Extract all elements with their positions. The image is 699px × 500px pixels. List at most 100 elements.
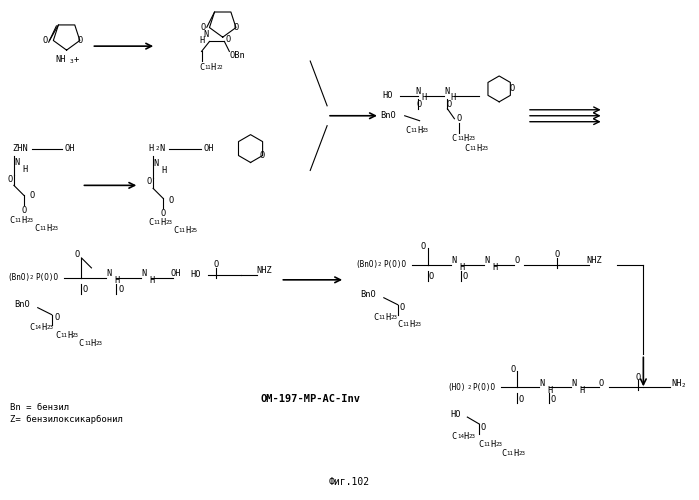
Text: O: O [233,23,238,32]
Text: HO: HO [450,410,461,418]
Text: 25: 25 [190,228,197,232]
Text: BnO: BnO [380,112,396,120]
Text: O: O [519,394,524,404]
Text: BnO: BnO [14,300,29,309]
Text: 11: 11 [178,228,185,232]
Text: N: N [445,88,450,96]
Text: OH: OH [64,144,75,153]
Text: +: + [74,54,79,64]
Text: O: O [636,373,641,382]
Text: N: N [14,158,20,167]
Text: C: C [79,339,84,348]
Text: 23: 23 [96,341,103,346]
Text: H: H [460,264,465,272]
Text: O: O [75,250,80,260]
Text: O: O [260,151,265,160]
Text: N: N [204,30,209,39]
Text: 11: 11 [15,218,22,222]
Text: BnO: BnO [360,290,376,299]
Text: H: H [185,226,191,234]
Text: 22: 22 [216,65,223,70]
Text: O: O [147,177,152,186]
Text: 23: 23 [72,333,79,338]
Text: O: O [429,272,434,281]
Text: ZHN: ZHN [12,144,28,153]
Text: O: O [481,422,486,432]
Text: H: H [579,386,584,394]
Text: H: H [91,339,96,348]
Text: 2: 2 [468,384,470,390]
Text: H: H [463,134,469,143]
Text: O: O [213,260,218,270]
Text: 23: 23 [422,128,429,133]
Text: 11: 11 [39,226,46,230]
Text: OM-197-MP-AC-Inv: OM-197-MP-AC-Inv [260,394,360,404]
Text: O: O [554,250,559,260]
Text: 3: 3 [70,58,73,64]
Text: H: H [199,36,204,45]
Text: C: C [29,323,34,332]
Text: O: O [168,196,173,205]
Text: H: H [67,331,72,340]
Text: H: H [41,323,46,332]
Text: 23: 23 [166,220,173,224]
Text: N: N [107,270,112,278]
Text: O: O [417,100,422,110]
Text: H: H [148,144,154,153]
Text: N: N [159,144,165,153]
Text: H: H [491,440,496,450]
Text: C: C [173,226,178,234]
Text: NHZ: NHZ [257,266,273,276]
Text: 14: 14 [457,434,464,440]
Text: C: C [501,450,507,458]
Text: H: H [409,320,415,329]
Text: N: N [484,256,490,266]
Text: O: O [456,114,462,123]
Text: H: H [22,165,27,174]
Text: C: C [465,144,470,153]
Text: C: C [34,224,39,232]
Text: P(O)O: P(O)O [35,274,58,282]
Text: 23: 23 [469,136,476,141]
Text: O: O [463,272,468,281]
Text: C: C [452,134,457,143]
Text: 2: 2 [682,382,685,388]
Text: 2: 2 [378,262,381,268]
Text: N: N [154,159,159,168]
Text: H: H [46,224,51,232]
Text: O: O [510,84,514,94]
Text: H: H [150,276,154,285]
Text: C: C [452,432,457,442]
Text: Z= бензилоксикарбонил: Z= бензилоксикарбонил [10,414,123,424]
Text: C: C [397,320,403,329]
Text: Фиг.102: Фиг.102 [329,476,370,486]
Text: 11: 11 [60,333,67,338]
Text: O: O [226,35,231,44]
Text: 14: 14 [34,325,41,330]
Text: H: H [21,216,27,224]
Text: 23: 23 [27,218,34,222]
Text: OH: OH [203,144,214,153]
Text: C: C [9,216,15,224]
Text: H: H [451,94,456,102]
Text: H: H [211,63,216,72]
Text: O: O [7,175,13,184]
Text: (HO): (HO) [447,382,466,392]
Text: 11: 11 [470,146,477,151]
Text: 11: 11 [84,341,91,346]
Text: 23: 23 [519,452,526,456]
Text: H: H [160,218,166,226]
Text: 23: 23 [46,325,53,330]
Text: H: H [385,313,391,322]
Text: O: O [514,256,519,266]
Text: O: O [599,379,604,388]
Text: O: O [83,286,88,294]
Text: NH: NH [55,54,66,64]
Text: H: H [547,386,552,394]
Text: 2: 2 [155,146,159,151]
Text: O: O [550,394,556,404]
Text: H: H [493,264,498,272]
Text: N: N [415,88,420,96]
Text: O: O [21,206,27,214]
Text: 23: 23 [390,315,397,320]
